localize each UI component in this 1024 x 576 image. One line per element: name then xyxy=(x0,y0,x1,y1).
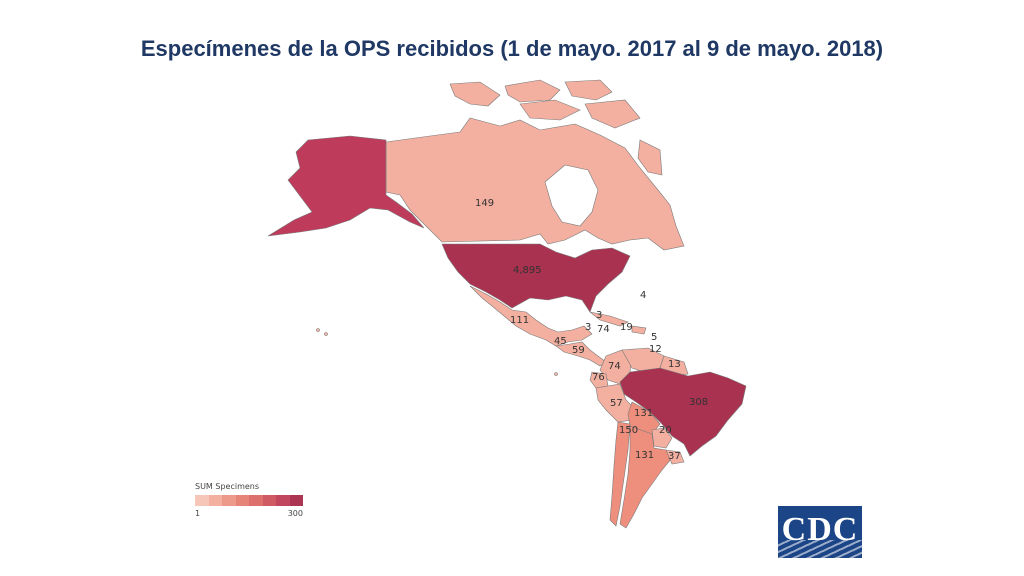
country-cuba[interactable] xyxy=(589,311,629,327)
country-usa-alaska[interactable] xyxy=(267,135,425,237)
country-mexico[interactable] xyxy=(469,285,593,347)
label-guyana-13: 13 xyxy=(668,359,681,370)
galapagos-island xyxy=(554,372,558,376)
label-cuba-3: 3 xyxy=(596,310,602,321)
label-ecuador-76: 76 xyxy=(592,372,605,383)
legend-max-label: 300 xyxy=(287,509,303,518)
label-chile-150: 150 xyxy=(619,425,638,436)
label-costa-rica-59: 59 xyxy=(572,345,585,356)
country-canada[interactable] xyxy=(385,117,685,251)
label-caribbean-4: 4 xyxy=(640,290,646,301)
cdc-logo: CDC xyxy=(778,506,862,558)
cdc-logo-stripes xyxy=(778,540,862,558)
legend-color-scale xyxy=(195,495,303,506)
map-legend: SUM Specimens 1 300 xyxy=(195,482,310,518)
legend-swatch xyxy=(289,495,303,506)
country-greenland-edge[interactable] xyxy=(637,139,663,176)
country-uruguay[interactable] xyxy=(665,449,685,465)
hawaii-island xyxy=(316,328,320,332)
legend-swatch xyxy=(222,495,236,506)
legend-swatch xyxy=(235,495,249,506)
hawaii-island xyxy=(324,332,328,336)
legend-labels: 1 300 xyxy=(195,509,303,518)
label-bolivia-131: 131 xyxy=(634,408,653,419)
label-brazil: 308 xyxy=(689,397,708,408)
label-caribbean-19: 19 xyxy=(620,322,633,333)
label-canada: 149 xyxy=(475,198,494,209)
country-paraguay[interactable] xyxy=(651,427,673,449)
country-hispaniola[interactable] xyxy=(631,325,647,335)
legend-swatch xyxy=(249,495,263,506)
legend-swatch xyxy=(208,495,222,506)
label-mexico: 111 xyxy=(510,315,529,326)
legend-swatch xyxy=(195,495,209,506)
label-peru-57: 57 xyxy=(610,398,623,409)
label-usa: 4,895 xyxy=(513,265,542,276)
label-argentina-131: 131 xyxy=(635,450,654,461)
label-caribbean-74: 74 xyxy=(597,324,610,335)
label-caribbean-12: 12 xyxy=(649,344,662,355)
label-venezuela-74: 74 xyxy=(608,361,621,372)
country-brazil[interactable] xyxy=(619,367,747,457)
legend-title: SUM Specimens xyxy=(195,482,260,491)
label-paraguay-20: 20 xyxy=(659,425,672,436)
legend-swatch xyxy=(262,495,276,506)
label-caribbean-5: 5 xyxy=(651,332,657,343)
country-arctic-islands[interactable] xyxy=(449,79,641,129)
page-title: Especímenes de la OPS recibidos (1 de ma… xyxy=(140,36,884,61)
legend-swatch xyxy=(276,495,290,506)
label-guatemala-45: 45 xyxy=(554,336,567,347)
label-belize-3: 3 xyxy=(585,322,591,333)
country-argentina[interactable] xyxy=(619,425,673,529)
legend-min-label: 1 xyxy=(195,509,201,518)
hudson-bay xyxy=(544,164,599,227)
country-chile[interactable] xyxy=(609,421,631,527)
country-usa[interactable] xyxy=(441,243,631,313)
label-uruguay-37: 37 xyxy=(668,451,681,462)
